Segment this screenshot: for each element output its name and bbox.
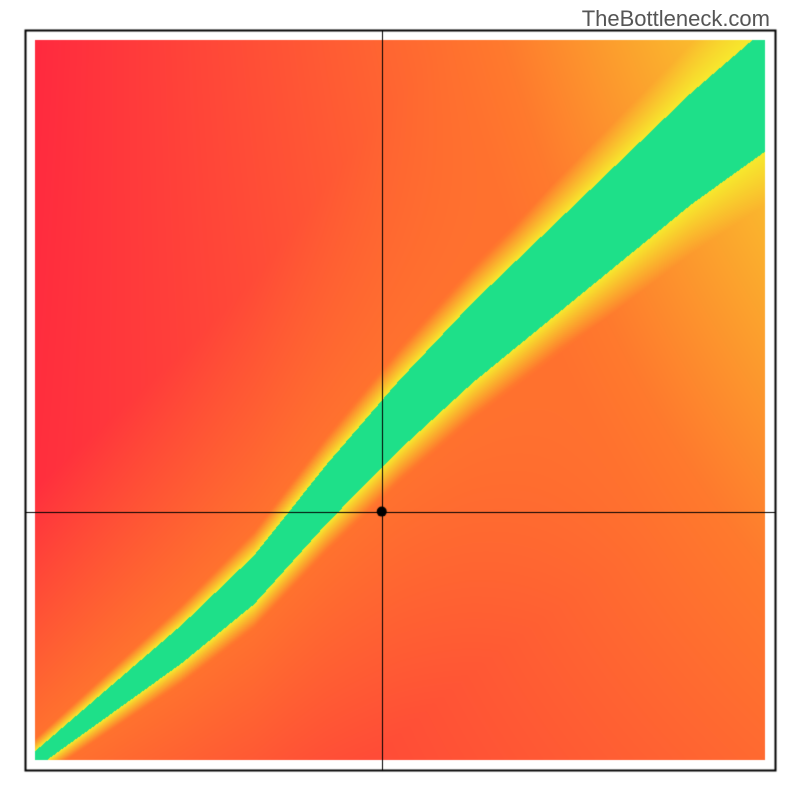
- watermark-label: TheBottleneck.com: [582, 6, 770, 32]
- heatmap-canvas: [0, 0, 800, 800]
- chart-container: TheBottleneck.com: [0, 0, 800, 800]
